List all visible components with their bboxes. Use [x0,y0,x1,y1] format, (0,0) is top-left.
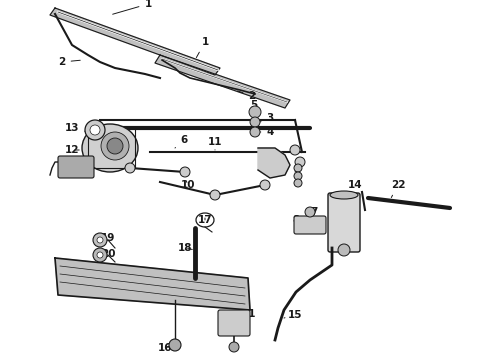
Text: 20: 20 [101,249,115,259]
Circle shape [250,127,260,137]
Text: 14: 14 [340,180,362,196]
Text: 1: 1 [113,0,151,14]
Circle shape [210,190,220,200]
Text: 2: 2 [58,57,80,67]
Text: 7: 7 [310,207,318,217]
Polygon shape [258,148,290,178]
Text: 18: 18 [178,243,192,253]
FancyBboxPatch shape [294,216,326,234]
Circle shape [85,120,105,140]
Circle shape [249,106,261,118]
Polygon shape [50,8,220,75]
Circle shape [107,138,123,154]
Circle shape [338,244,350,256]
Circle shape [294,172,302,180]
Text: 1: 1 [196,37,209,58]
Text: 10: 10 [181,180,195,190]
Circle shape [294,164,302,172]
Circle shape [93,233,107,247]
Circle shape [93,248,107,262]
Circle shape [294,179,302,187]
Polygon shape [55,258,250,310]
Circle shape [125,163,135,173]
Text: 8: 8 [293,215,299,225]
Circle shape [250,117,260,127]
FancyBboxPatch shape [58,156,94,178]
Circle shape [290,145,300,155]
FancyBboxPatch shape [218,310,250,336]
Text: 5: 5 [250,100,258,110]
Circle shape [101,132,129,160]
Text: 12: 12 [65,145,79,155]
Text: 21: 21 [241,309,255,319]
Text: 22: 22 [391,180,405,198]
Circle shape [229,342,239,352]
Text: 2: 2 [238,91,256,101]
Text: 4: 4 [260,127,274,137]
Ellipse shape [330,191,358,199]
Ellipse shape [82,124,138,172]
Circle shape [295,157,305,167]
Text: 11: 11 [208,137,222,150]
Text: 9: 9 [294,163,301,173]
Text: 15: 15 [284,310,302,320]
Text: 16: 16 [158,343,172,353]
Circle shape [97,237,103,243]
Text: 6: 6 [175,135,188,148]
Circle shape [97,252,103,258]
Circle shape [90,125,100,135]
Circle shape [260,180,270,190]
Circle shape [169,339,181,351]
Text: 13: 13 [65,123,85,133]
Text: 19: 19 [101,233,115,243]
Circle shape [305,207,315,217]
Text: 3: 3 [260,113,273,123]
Polygon shape [155,55,290,108]
Circle shape [180,167,190,177]
Text: 17: 17 [197,215,212,225]
FancyBboxPatch shape [328,193,360,252]
